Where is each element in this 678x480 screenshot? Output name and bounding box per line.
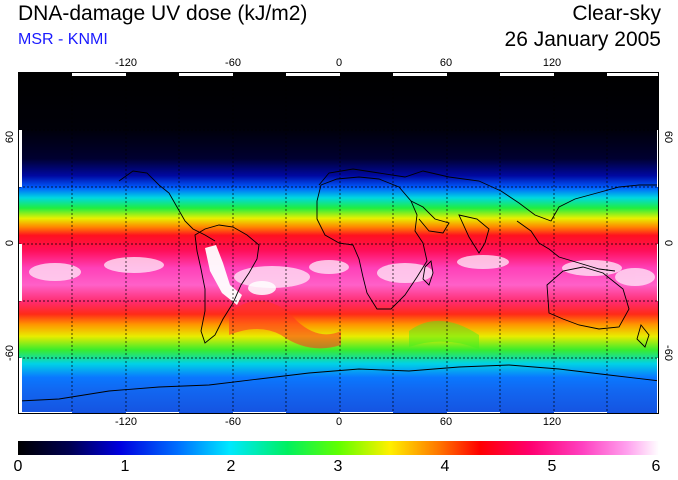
colorbar-tick-label: 6	[651, 458, 661, 475]
coastline-arabia	[410, 200, 450, 234]
coastline-australia	[546, 266, 630, 330]
lon-tick-label: 60	[439, 416, 453, 428]
date-label: 26 January 2005	[504, 28, 661, 51]
lat-tick-label: 60	[662, 130, 674, 144]
coastline-antarctica	[19, 364, 658, 402]
lat-tick-label: -60	[662, 345, 674, 361]
lon-tick-label: 120	[542, 416, 562, 428]
colorbar-tick-label: 2	[226, 458, 236, 475]
coastline-india	[458, 214, 490, 254]
lat-tick-label: 60	[4, 130, 16, 144]
colorbar-tick-label: 5	[547, 458, 557, 475]
colorbar-tick-label: 3	[333, 458, 343, 475]
lat-tick-label: 0	[4, 239, 16, 247]
colorbar-tick-label: 0	[13, 458, 23, 475]
lat-tick-label: -60	[4, 345, 16, 361]
colorbar-tick-label: 1	[120, 458, 130, 475]
map-canvas	[19, 73, 658, 413]
coastline-north-america	[118, 170, 216, 242]
frame-ticks	[19, 73, 658, 413]
coastline-new-zealand	[636, 324, 650, 348]
sky-condition-label: Clear-sky	[572, 2, 661, 25]
lon-tick-label: 0	[335, 416, 343, 428]
lon-tick-label: -60	[225, 57, 241, 69]
high-dose-patches	[29, 255, 655, 288]
lon-tick-label: 120	[542, 57, 562, 69]
uv-dose-map	[18, 72, 659, 414]
lat-tick-label: 0	[662, 239, 674, 247]
uv-field-background	[19, 73, 658, 413]
coastline-madagascar	[422, 260, 434, 286]
colorbar	[18, 441, 659, 455]
southern-wave-green	[409, 320, 479, 349]
map-title: DNA-damage UV dose (kJ/m2)	[18, 2, 308, 25]
graticule	[19, 73, 658, 413]
source-label: MSR - KNMI	[18, 31, 108, 48]
coastline-africa	[316, 176, 428, 310]
colorbar-tick-label: 4	[440, 458, 450, 475]
coastline-europe-asia	[318, 168, 658, 222]
high-dose-patch	[248, 281, 276, 295]
southern-wave-red	[229, 300, 341, 349]
lon-tick-label: 60	[439, 57, 453, 69]
lon-tick-label: -120	[114, 416, 138, 428]
lon-tick-label: -120	[114, 57, 138, 69]
colorbar-gradient	[18, 441, 659, 455]
lon-tick-label: -60	[225, 416, 241, 428]
lon-tick-label: 0	[335, 57, 343, 69]
